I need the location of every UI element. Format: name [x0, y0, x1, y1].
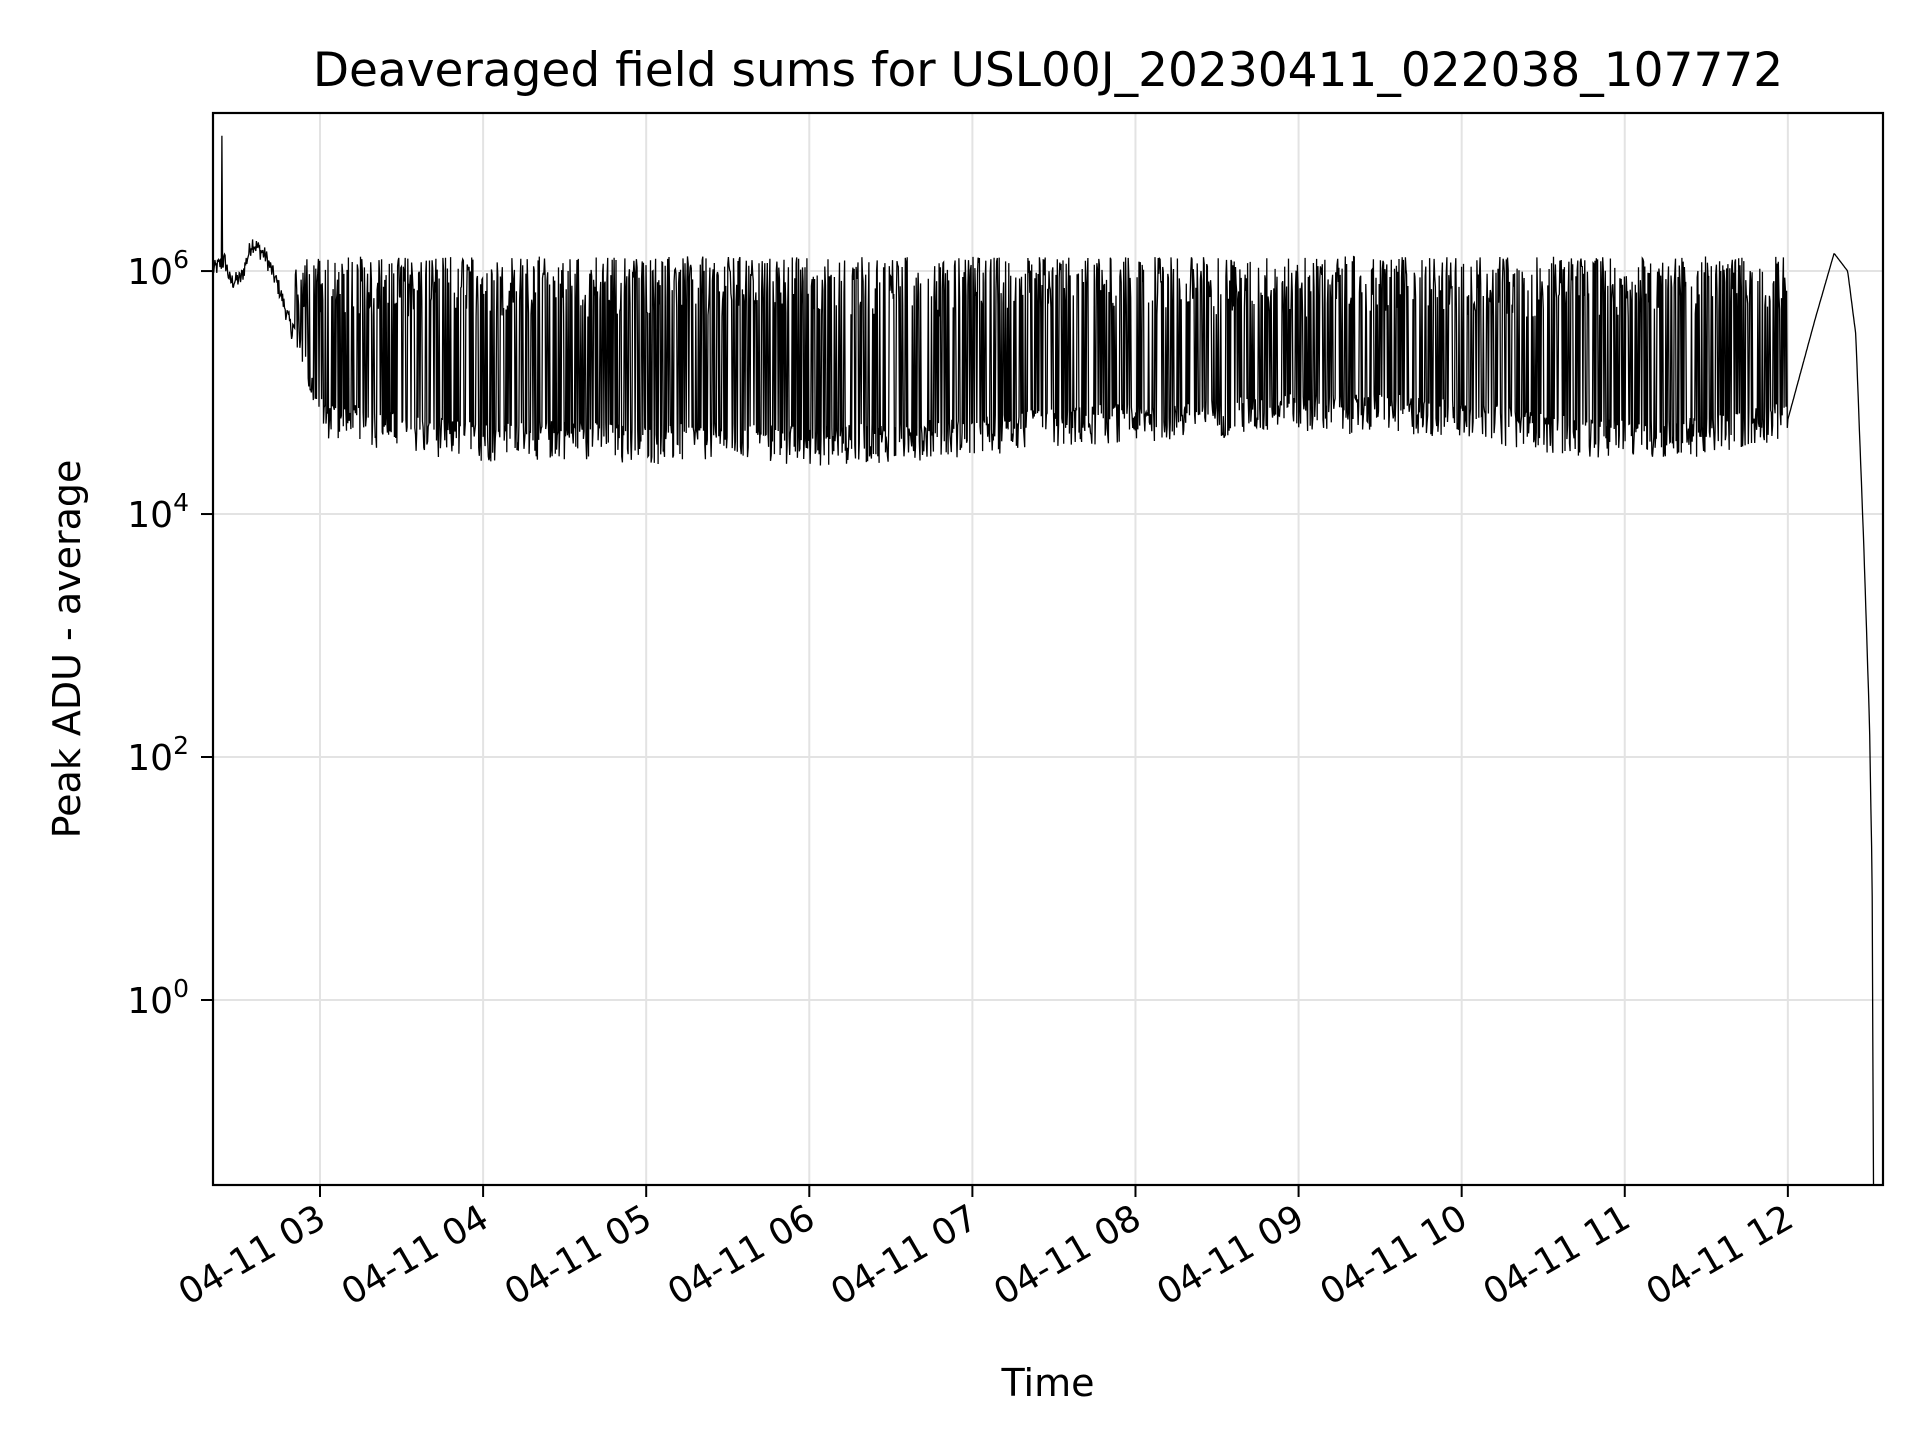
plot-frame — [211, 111, 1885, 1187]
x-axis-label: Time — [1001, 1361, 1095, 1405]
y-tick-label: 100 — [127, 974, 189, 1022]
y-axis-label: Peak ADU - average — [45, 460, 89, 839]
series-layer — [212, 135, 1875, 1186]
y-tick-label: 102 — [127, 731, 189, 779]
chart-title: Deaveraged field sums for USL00J_2023041… — [313, 43, 1783, 98]
y-tick-label: 104 — [127, 488, 189, 536]
y-tick-label: 106 — [127, 245, 189, 293]
series-line — [212, 135, 1875, 1186]
